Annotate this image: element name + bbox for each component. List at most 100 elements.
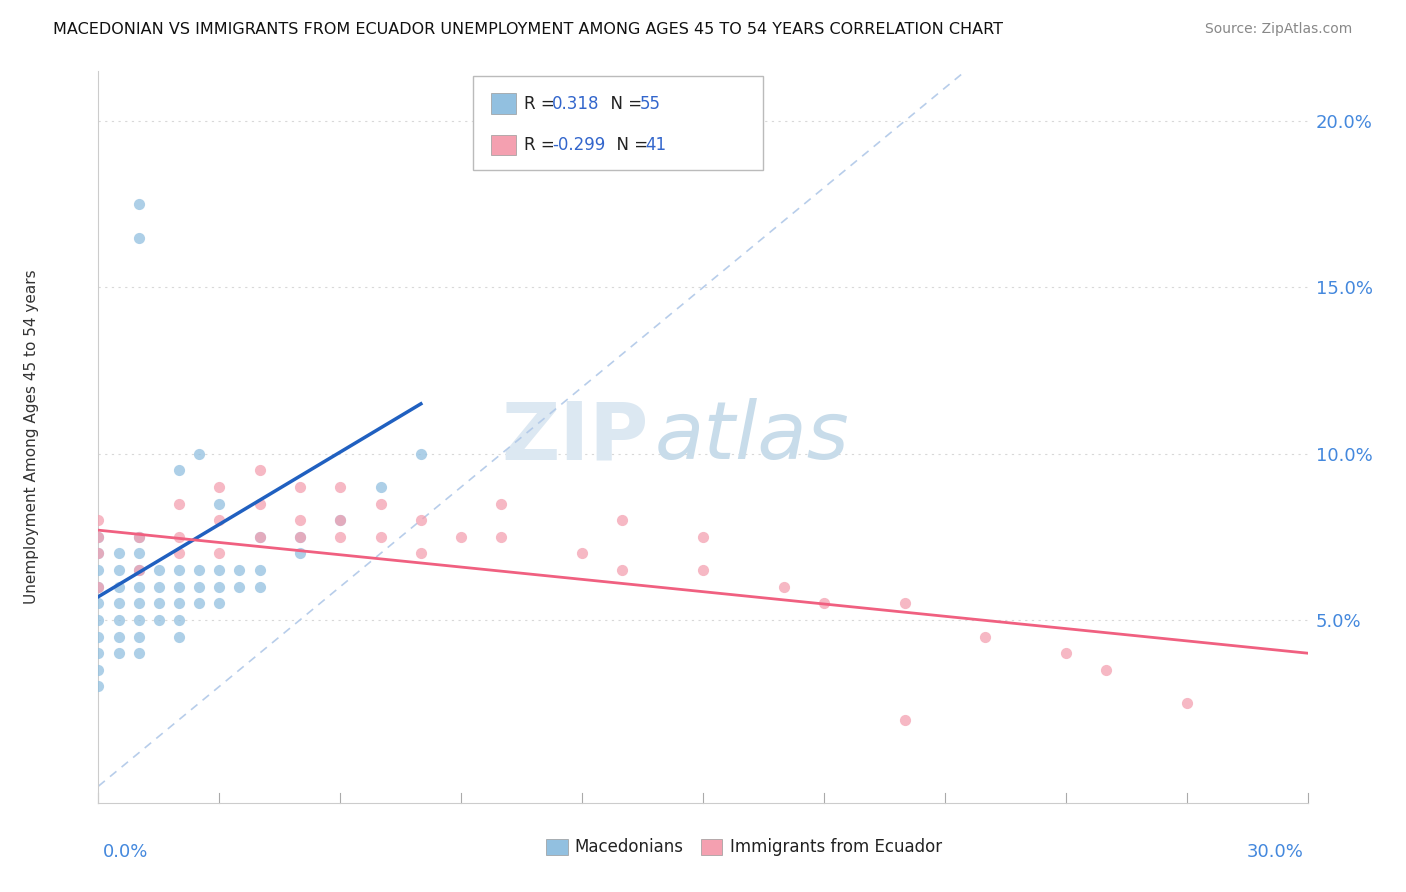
Text: Unemployment Among Ages 45 to 54 years: Unemployment Among Ages 45 to 54 years xyxy=(24,269,39,605)
Point xyxy=(692,563,714,577)
Point xyxy=(87,546,110,560)
Point xyxy=(188,447,211,461)
Point xyxy=(87,596,110,610)
Point xyxy=(87,530,110,544)
Point xyxy=(87,663,110,677)
Point xyxy=(1175,696,1198,710)
Text: -0.299: -0.299 xyxy=(551,136,605,154)
Point xyxy=(1095,663,1118,677)
Text: MACEDONIAN VS IMMIGRANTS FROM ECUADOR UNEMPLOYMENT AMONG AGES 45 TO 54 YEARS COR: MACEDONIAN VS IMMIGRANTS FROM ECUADOR UN… xyxy=(53,22,1004,37)
Point xyxy=(208,580,231,594)
Point xyxy=(692,530,714,544)
Text: 30.0%: 30.0% xyxy=(1247,843,1303,861)
Point xyxy=(491,530,513,544)
Point xyxy=(893,596,915,610)
Point xyxy=(128,563,150,577)
Point xyxy=(208,513,231,527)
Point xyxy=(491,497,513,511)
Point xyxy=(148,563,170,577)
Point xyxy=(208,497,231,511)
Point xyxy=(167,630,190,644)
Point xyxy=(167,530,190,544)
Point xyxy=(288,513,311,527)
Point xyxy=(87,646,110,660)
Point xyxy=(87,613,110,627)
Point xyxy=(188,580,211,594)
Point xyxy=(87,630,110,644)
Point xyxy=(87,530,110,544)
FancyBboxPatch shape xyxy=(474,77,763,170)
Point xyxy=(249,530,271,544)
Text: ZIP: ZIP xyxy=(502,398,648,476)
Point xyxy=(409,513,432,527)
Point xyxy=(87,513,110,527)
Point xyxy=(288,546,311,560)
Point xyxy=(128,197,150,211)
Text: Immigrants from Ecuador: Immigrants from Ecuador xyxy=(730,838,942,856)
Text: 55: 55 xyxy=(640,95,661,112)
Point xyxy=(128,530,150,544)
Point xyxy=(188,563,211,577)
Text: Source: ZipAtlas.com: Source: ZipAtlas.com xyxy=(1205,22,1353,37)
Point xyxy=(107,546,129,560)
Point xyxy=(329,480,352,494)
Point xyxy=(148,613,170,627)
Text: R =: R = xyxy=(524,136,560,154)
Point xyxy=(208,480,231,494)
Point xyxy=(87,546,110,560)
Point xyxy=(571,546,593,560)
Point xyxy=(87,580,110,594)
Point xyxy=(450,530,472,544)
Point xyxy=(128,530,150,544)
Point xyxy=(87,563,110,577)
Point xyxy=(167,463,190,477)
Point xyxy=(188,596,211,610)
Point xyxy=(409,546,432,560)
Point xyxy=(167,596,190,610)
Text: 0.318: 0.318 xyxy=(551,95,599,112)
Point xyxy=(208,596,231,610)
Point xyxy=(329,513,352,527)
Point xyxy=(107,596,129,610)
Point xyxy=(107,646,129,660)
Point xyxy=(612,563,634,577)
Point xyxy=(974,630,997,644)
Point xyxy=(167,563,190,577)
Point xyxy=(409,447,432,461)
Point xyxy=(1054,646,1077,660)
Point xyxy=(128,613,150,627)
Point xyxy=(370,530,392,544)
Point xyxy=(107,613,129,627)
Bar xyxy=(546,839,568,855)
Point xyxy=(167,613,190,627)
Point xyxy=(329,513,352,527)
Point xyxy=(128,546,150,560)
Point xyxy=(128,580,150,594)
Point xyxy=(370,497,392,511)
Point xyxy=(87,580,110,594)
Point xyxy=(107,563,129,577)
Point xyxy=(128,230,150,244)
Point xyxy=(128,646,150,660)
Text: R =: R = xyxy=(524,95,560,112)
Text: N =: N = xyxy=(606,136,654,154)
Point xyxy=(107,630,129,644)
Point xyxy=(772,580,794,594)
Point xyxy=(288,530,311,544)
Point xyxy=(329,530,352,544)
Point xyxy=(228,563,250,577)
Point xyxy=(228,580,250,594)
Point xyxy=(249,463,271,477)
Point xyxy=(107,580,129,594)
Bar xyxy=(700,839,723,855)
Point xyxy=(813,596,835,610)
Point xyxy=(249,580,271,594)
Point xyxy=(128,630,150,644)
Point xyxy=(249,497,271,511)
Point xyxy=(249,530,271,544)
Point xyxy=(87,680,110,694)
Text: Macedonians: Macedonians xyxy=(575,838,683,856)
Point xyxy=(612,513,634,527)
Point xyxy=(128,563,150,577)
Point xyxy=(128,596,150,610)
